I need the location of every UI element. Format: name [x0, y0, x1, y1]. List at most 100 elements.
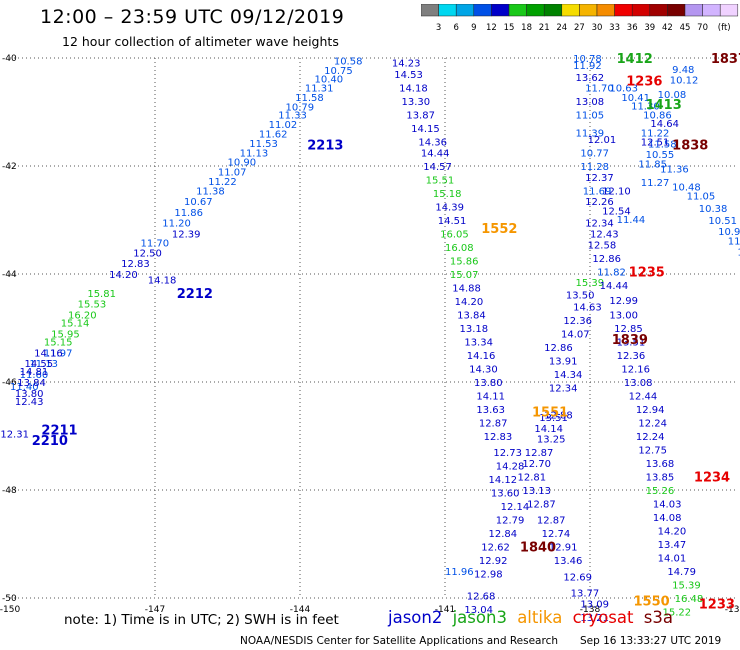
swh-value-jason3: 15.22: [663, 608, 692, 619]
colorbar-label: (ft): [718, 23, 731, 33]
swh-value-jason2: 11.44: [617, 215, 646, 226]
swh-value-jason2: 10.90: [228, 158, 257, 169]
swh-value-jason2: 10.12: [670, 76, 699, 87]
colorbar-label: 18: [521, 23, 532, 33]
pass-number-label: 1837: [711, 52, 740, 67]
pass-number-label: 1551: [532, 406, 568, 421]
swh-value-jason3: 12.26: [585, 197, 614, 208]
swh-value-jason2: 14.64: [650, 119, 679, 130]
swh-value-jason3: 12.87: [537, 516, 566, 527]
swh-value-jason3: 15.95: [51, 329, 80, 340]
swh-value-jason3: 13.46: [554, 556, 583, 567]
swh-value-jason2: 11.13: [240, 149, 269, 160]
swh-value-jason2: 11.58: [648, 139, 677, 150]
swh-value-jason3: 14.57: [423, 162, 452, 173]
pass-number-label: 1840: [520, 541, 556, 556]
pass-number-label: 1552: [481, 222, 517, 237]
swh-value-jason3: 14.20: [658, 527, 687, 538]
swh-value-jason3: 14.34: [554, 370, 583, 381]
y-tick-label: -44: [2, 270, 17, 280]
pass-number-label: 1412: [617, 52, 653, 67]
swh-value-jason2: 11.86: [174, 208, 203, 219]
swh-value-jason2: 11.02: [269, 120, 298, 131]
swh-value-jason3: 13.08: [624, 378, 653, 389]
colorbar-label: 15: [504, 23, 515, 33]
swh-value-jason3: 13.21: [580, 613, 609, 624]
swh-value-jason3: 12.91: [549, 543, 578, 554]
swh-value-jason3: 14.88: [452, 284, 481, 295]
y-tick-label: -40: [2, 54, 17, 64]
swh-value-jason3: 13.47: [658, 540, 687, 551]
swh-value-jason3: 12.81: [518, 473, 547, 484]
colorbar-label: 42: [662, 23, 673, 33]
swh-value-jason3: 14.53: [394, 70, 423, 81]
swh-value-jason3: 16.08: [445, 243, 474, 254]
swh-value-jason2: 10.40: [315, 75, 344, 86]
swh-value-jason2: 10.08: [658, 90, 687, 101]
swh-value-jason3: 13.30: [402, 97, 431, 108]
swh-value-jason3: 12.84: [489, 529, 518, 540]
x-tick-label: -138: [580, 605, 601, 615]
swh-value-jason3: 12.88: [544, 410, 573, 421]
swh-value-jason2: 11.62: [259, 130, 288, 141]
swh-value-jason2: 10.38: [699, 204, 728, 215]
swh-value-jason3: 14.28: [496, 462, 525, 473]
pass-number-label: 1235: [629, 265, 665, 280]
swh-value-jason3: 16.48: [675, 594, 704, 605]
swh-value-jason3: 12.85: [614, 324, 643, 335]
swh-value-jason3: 13.85: [646, 473, 675, 484]
swh-value-jason3: 12.34: [585, 219, 614, 230]
swh-value-jason3: 14.81: [20, 367, 49, 378]
swh-value-jason3: 14.14: [534, 424, 563, 435]
swh-value-jason3: 13.60: [491, 489, 520, 500]
swh-value-jason3: 12.86: [592, 254, 621, 265]
swh-value-jason2: 10.79: [286, 103, 315, 114]
colorbar-label: 21: [539, 23, 550, 33]
swh-value-jason3: 13.51: [617, 338, 646, 349]
swh-value-jason3: 16.20: [68, 311, 97, 322]
swh-value-jason2: 11.92: [573, 61, 602, 72]
swh-value-jason3: 14.15: [411, 124, 440, 135]
pass-number-label: 1234: [694, 471, 730, 486]
swh-value-jason3: 14.39: [435, 203, 464, 214]
swh-value-jason2: 11.22: [208, 177, 237, 188]
swh-value-jason3: 12.24: [638, 419, 667, 430]
swh-value-jason3: 15.39: [672, 581, 701, 592]
swh-value-jason3: 13.25: [537, 435, 566, 446]
swh-value-jason3: 13.84: [457, 311, 486, 322]
swh-value-jason2: 11.20: [162, 219, 191, 230]
swh-value-jason3: 15.53: [78, 300, 107, 311]
swh-value-jason3: 15.18: [433, 189, 462, 200]
swh-value-jason2: 10.67: [184, 197, 213, 208]
swh-value-jason2: 10.75: [324, 66, 353, 77]
pass-number-label: 1550: [634, 595, 670, 610]
swh-value-jason3: 12.10: [602, 186, 631, 197]
swh-value-jason3: 12.43: [590, 230, 619, 241]
legend-jason2: jason2: [388, 608, 443, 627]
swh-value-jason3: 14.11: [476, 392, 505, 403]
swh-value-jason3: 13.77: [571, 589, 600, 600]
pass-number-label: 2213: [307, 138, 343, 153]
pass-number-label: 1233: [699, 597, 735, 612]
swh-value-jason3: 12.58: [588, 240, 617, 251]
satellite-legend: jason2 jason3 altika cryosat s3a: [388, 608, 678, 627]
swh-value-jason2: 10.86: [643, 111, 672, 122]
y-tick-label: -42: [2, 162, 17, 172]
swh-value-jason3: 13.50: [566, 291, 595, 302]
swh-value-jason3: 12.16: [621, 365, 650, 376]
swh-value-jason3: 14.01: [658, 554, 687, 565]
swh-value-jason3: 15.14: [61, 319, 90, 330]
colorbar-swatch: [719, 4, 739, 17]
swh-value-jason3: 13.63: [476, 405, 505, 416]
pass-number-label: 2211: [41, 424, 77, 439]
colorbar-label: 6: [453, 23, 458, 33]
swh-value-jason3: 14.16: [34, 348, 63, 359]
swh-value-jason3: 13.62: [576, 73, 605, 84]
swh-value-jason3: 14.30: [469, 365, 498, 376]
legend-s3a: s3a: [643, 608, 673, 627]
swh-value-jason3: 15.86: [450, 257, 479, 268]
chart-note: note: 1) Time is in UTC; 2) SWH is in fe…: [64, 612, 339, 628]
swh-value-jason3: 15.07: [450, 270, 479, 281]
swh-value-jason3: 11.70: [585, 84, 614, 95]
x-tick-label: -141: [435, 605, 455, 615]
